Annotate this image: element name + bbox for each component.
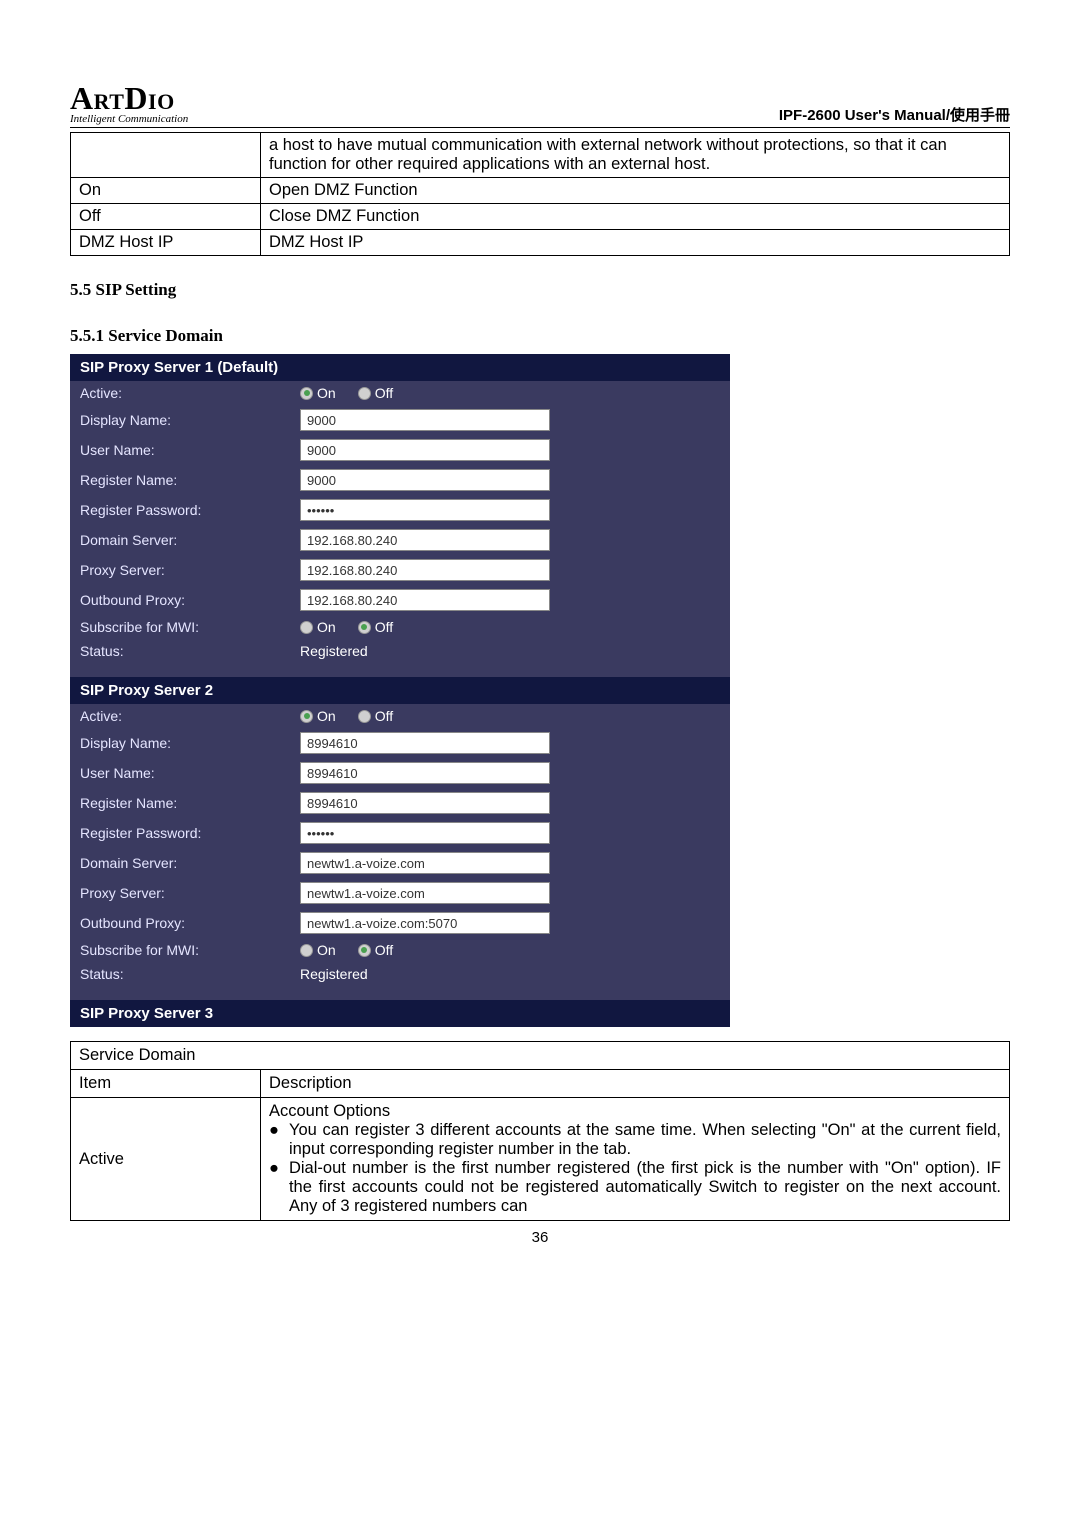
label-domain-server: Domain Server: — [80, 855, 300, 871]
label-proxy-server: Proxy Server: — [80, 885, 300, 901]
page-header: ArtDio Intelligent Communication IPF-260… — [70, 80, 1010, 128]
input-proxy-server[interactable] — [300, 882, 550, 904]
input-register-password[interactable] — [300, 822, 550, 844]
sd-active-desc: Account Options ● You can register 3 diff… — [261, 1098, 1010, 1221]
input-register-name[interactable] — [300, 792, 550, 814]
label-display-name: Display Name: — [80, 412, 300, 428]
radio-on[interactable]: On — [300, 385, 336, 401]
account-options-heading: Account Options — [269, 1102, 1001, 1121]
section-heading: 5.5.1 Service Domain — [70, 326, 1010, 346]
service-domain-table: Service Domain ItemDescription Active Ac… — [70, 1041, 1010, 1221]
sd-active-label: Active — [71, 1098, 261, 1221]
label-outbound-proxy: Outbound Proxy: — [80, 915, 300, 931]
label-active: Active: — [80, 708, 300, 724]
dmz-cell: a host to have mutual communication with… — [261, 133, 1010, 178]
input-domain-server[interactable] — [300, 529, 550, 551]
dmz-cell: Close DMZ Function — [261, 204, 1010, 230]
input-domain-server[interactable] — [300, 852, 550, 874]
label-register-password: Register Password: — [80, 502, 300, 518]
input-display-name[interactable] — [300, 409, 550, 431]
bullet-text: Dial-out number is the first number regi… — [289, 1159, 1001, 1216]
sip-server3-header: SIP Proxy Server 3 — [70, 1000, 730, 1027]
dmz-cell — [71, 133, 261, 178]
sd-header-desc: Description — [261, 1070, 1010, 1098]
sd-header-item: Item — [71, 1070, 261, 1098]
radio-off[interactable]: Off — [358, 708, 393, 724]
dmz-cell: On — [71, 178, 261, 204]
dmz-table: a host to have mutual communication with… — [70, 132, 1010, 256]
sip-panel: SIP Proxy Server 1 (Default) Active: On … — [70, 354, 730, 1027]
radio-off[interactable]: Off — [358, 942, 393, 958]
dmz-cell: DMZ Host IP — [261, 230, 1010, 256]
label-user-name: User Name: — [80, 765, 300, 781]
sip-server2-header: SIP Proxy Server 2 — [70, 677, 730, 704]
input-outbound-proxy[interactable] — [300, 912, 550, 934]
input-register-password[interactable] — [300, 499, 550, 521]
label-user-name: User Name: — [80, 442, 300, 458]
logo-main: ArtDio — [70, 80, 188, 117]
bullet-text: You can register 3 different accounts at… — [289, 1121, 1001, 1159]
label-subscribe-mwi: Subscribe for MWI: — [80, 619, 300, 635]
bullet-icon: ● — [269, 1121, 279, 1159]
label-subscribe-mwi: Subscribe for MWI: — [80, 942, 300, 958]
radio-off[interactable]: Off — [358, 385, 393, 401]
logo: ArtDio Intelligent Communication — [70, 80, 188, 125]
input-outbound-proxy[interactable] — [300, 589, 550, 611]
radio-off[interactable]: Off — [358, 619, 393, 635]
label-register-name: Register Name: — [80, 795, 300, 811]
page-number: 36 — [70, 1229, 1010, 1246]
label-display-name: Display Name: — [80, 735, 300, 751]
dmz-cell: Open DMZ Function — [261, 178, 1010, 204]
dmz-cell: DMZ Host IP — [71, 230, 261, 256]
sd-title: Service Domain — [71, 1042, 1010, 1070]
label-register-password: Register Password: — [80, 825, 300, 841]
radio-on[interactable]: On — [300, 942, 336, 958]
sip-server1-header: SIP Proxy Server 1 (Default) — [70, 354, 730, 381]
label-register-name: Register Name: — [80, 472, 300, 488]
label-proxy-server: Proxy Server: — [80, 562, 300, 578]
radio-on[interactable]: On — [300, 619, 336, 635]
logo-sub: Intelligent Communication — [70, 113, 188, 125]
label-status: Status: — [80, 966, 300, 982]
input-register-name[interactable] — [300, 469, 550, 491]
manual-title: IPF-2600 User's Manual/使用手冊 — [779, 104, 1010, 125]
status-value: Registered — [300, 966, 368, 982]
input-proxy-server[interactable] — [300, 559, 550, 581]
section-heading: 5.5 SIP Setting — [70, 280, 1010, 300]
dmz-cell: Off — [71, 204, 261, 230]
bullet-icon: ● — [269, 1159, 279, 1216]
label-outbound-proxy: Outbound Proxy: — [80, 592, 300, 608]
radio-on[interactable]: On — [300, 708, 336, 724]
input-user-name[interactable] — [300, 439, 550, 461]
label-status: Status: — [80, 643, 300, 659]
status-value: Registered — [300, 643, 368, 659]
label-domain-server: Domain Server: — [80, 532, 300, 548]
input-user-name[interactable] — [300, 762, 550, 784]
input-display-name[interactable] — [300, 732, 550, 754]
label-active: Active: — [80, 385, 300, 401]
